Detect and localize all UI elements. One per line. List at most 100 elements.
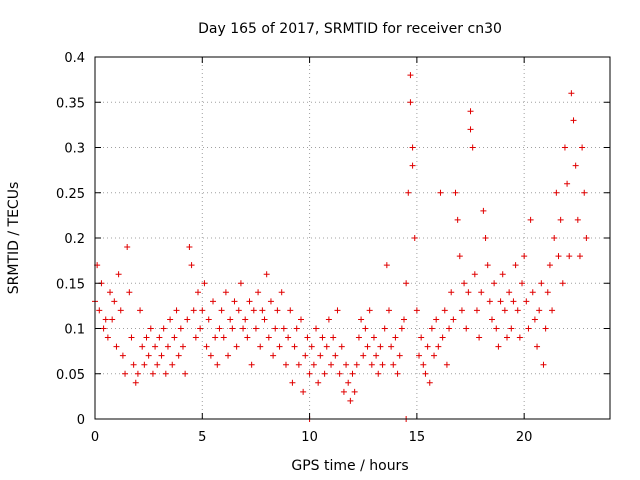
- y-tick-label: 0.2: [64, 232, 85, 247]
- data-point: [534, 343, 541, 350]
- data-point: [244, 334, 251, 341]
- y-tick-label: 0.25: [56, 187, 85, 202]
- data-point: [126, 289, 133, 296]
- data-point: [521, 253, 528, 260]
- data-point: [343, 361, 350, 368]
- data-point: [164, 343, 171, 350]
- data-point: [162, 370, 169, 377]
- data-point: [141, 361, 148, 368]
- y-tick-label: 0.35: [56, 96, 85, 111]
- chart-title: Day 165 of 2017, SRMTID for receiver cn3…: [198, 21, 502, 37]
- data-point: [488, 316, 495, 323]
- data-point: [182, 370, 189, 377]
- data-point: [171, 334, 178, 341]
- data-point: [295, 361, 302, 368]
- data-point: [579, 144, 586, 151]
- data-point: [463, 325, 470, 332]
- y-tick-label: 0.4: [64, 51, 85, 66]
- data-point: [203, 343, 210, 350]
- data-point: [403, 280, 410, 287]
- data-point: [454, 216, 461, 223]
- x-axis-label: GPS time / hours: [291, 458, 408, 474]
- data-point: [274, 307, 281, 314]
- data-point: [401, 316, 407, 323]
- data-point: [360, 352, 367, 359]
- data-point: [398, 325, 405, 332]
- data-point: [420, 361, 427, 368]
- data-point: [207, 352, 214, 359]
- data-point: [568, 90, 575, 97]
- data-point: [117, 307, 124, 314]
- data-point: [195, 289, 201, 296]
- data-point: [231, 298, 238, 305]
- data-point: [205, 316, 212, 323]
- data-point: [272, 325, 279, 332]
- data-point: [122, 370, 129, 377]
- data-point: [130, 361, 137, 368]
- data-point: [469, 144, 476, 151]
- y-tick-label: 0: [77, 413, 85, 428]
- data-point: [465, 289, 472, 296]
- data-point: [411, 235, 418, 241]
- data-point: [561, 144, 568, 151]
- data-point: [574, 216, 581, 223]
- data-point: [179, 343, 186, 350]
- data-point: [250, 307, 257, 314]
- x-tick-label: 15: [409, 430, 426, 445]
- data-point: [145, 352, 152, 359]
- y-axis-label: SRMTID / TECUs: [6, 182, 22, 295]
- data-point: [413, 307, 420, 314]
- data-point: [576, 253, 583, 260]
- data-point: [252, 325, 259, 332]
- y-tick-label: 0.3: [64, 142, 85, 157]
- data-point: [476, 334, 483, 341]
- data-point: [377, 343, 384, 350]
- data-point: [152, 343, 159, 350]
- data-point: [109, 316, 116, 323]
- data-point: [523, 298, 530, 305]
- data-point: [538, 280, 545, 287]
- data-point: [553, 189, 560, 196]
- data-point: [216, 325, 223, 332]
- data-point: [437, 189, 444, 196]
- data-point: [381, 325, 388, 332]
- data-point: [188, 262, 195, 269]
- data-point: [407, 72, 414, 79]
- data-point: [210, 298, 217, 305]
- data-point: [257, 343, 264, 350]
- data-point: [192, 334, 199, 341]
- data-point: [319, 334, 326, 341]
- data-point: [424, 343, 431, 350]
- data-point: [287, 307, 294, 314]
- data-point: [448, 289, 455, 296]
- x-tick-label: 0: [91, 430, 99, 445]
- data-point: [96, 307, 103, 314]
- data-point: [409, 162, 416, 169]
- data-point: [227, 316, 234, 323]
- data-point: [514, 307, 521, 314]
- x-tick-label: 5: [198, 430, 206, 445]
- data-point: [267, 298, 274, 305]
- data-point: [229, 325, 236, 332]
- data-point: [441, 307, 448, 314]
- data-point: [340, 388, 347, 395]
- data-point: [147, 325, 154, 332]
- data-point: [353, 361, 360, 368]
- data-point: [265, 334, 272, 341]
- data-point: [184, 316, 191, 323]
- data-point: [218, 307, 225, 314]
- data-point: [407, 99, 414, 106]
- data-point: [418, 334, 425, 341]
- data-point: [345, 379, 352, 386]
- data-point: [572, 162, 579, 169]
- data-point: [351, 388, 358, 395]
- axis-ticks: 0 5 10 15 20 0 0.05 0.1 0.15 0.2 0.25 0.3 0.35 0.4: [56, 51, 610, 445]
- data-point: [124, 244, 131, 251]
- data-point: [317, 352, 324, 359]
- data-point: [564, 180, 571, 187]
- data-point: [368, 361, 375, 368]
- data-point: [486, 298, 493, 305]
- data-point: [370, 334, 377, 341]
- data-point: [334, 307, 341, 314]
- data-point: [285, 334, 292, 341]
